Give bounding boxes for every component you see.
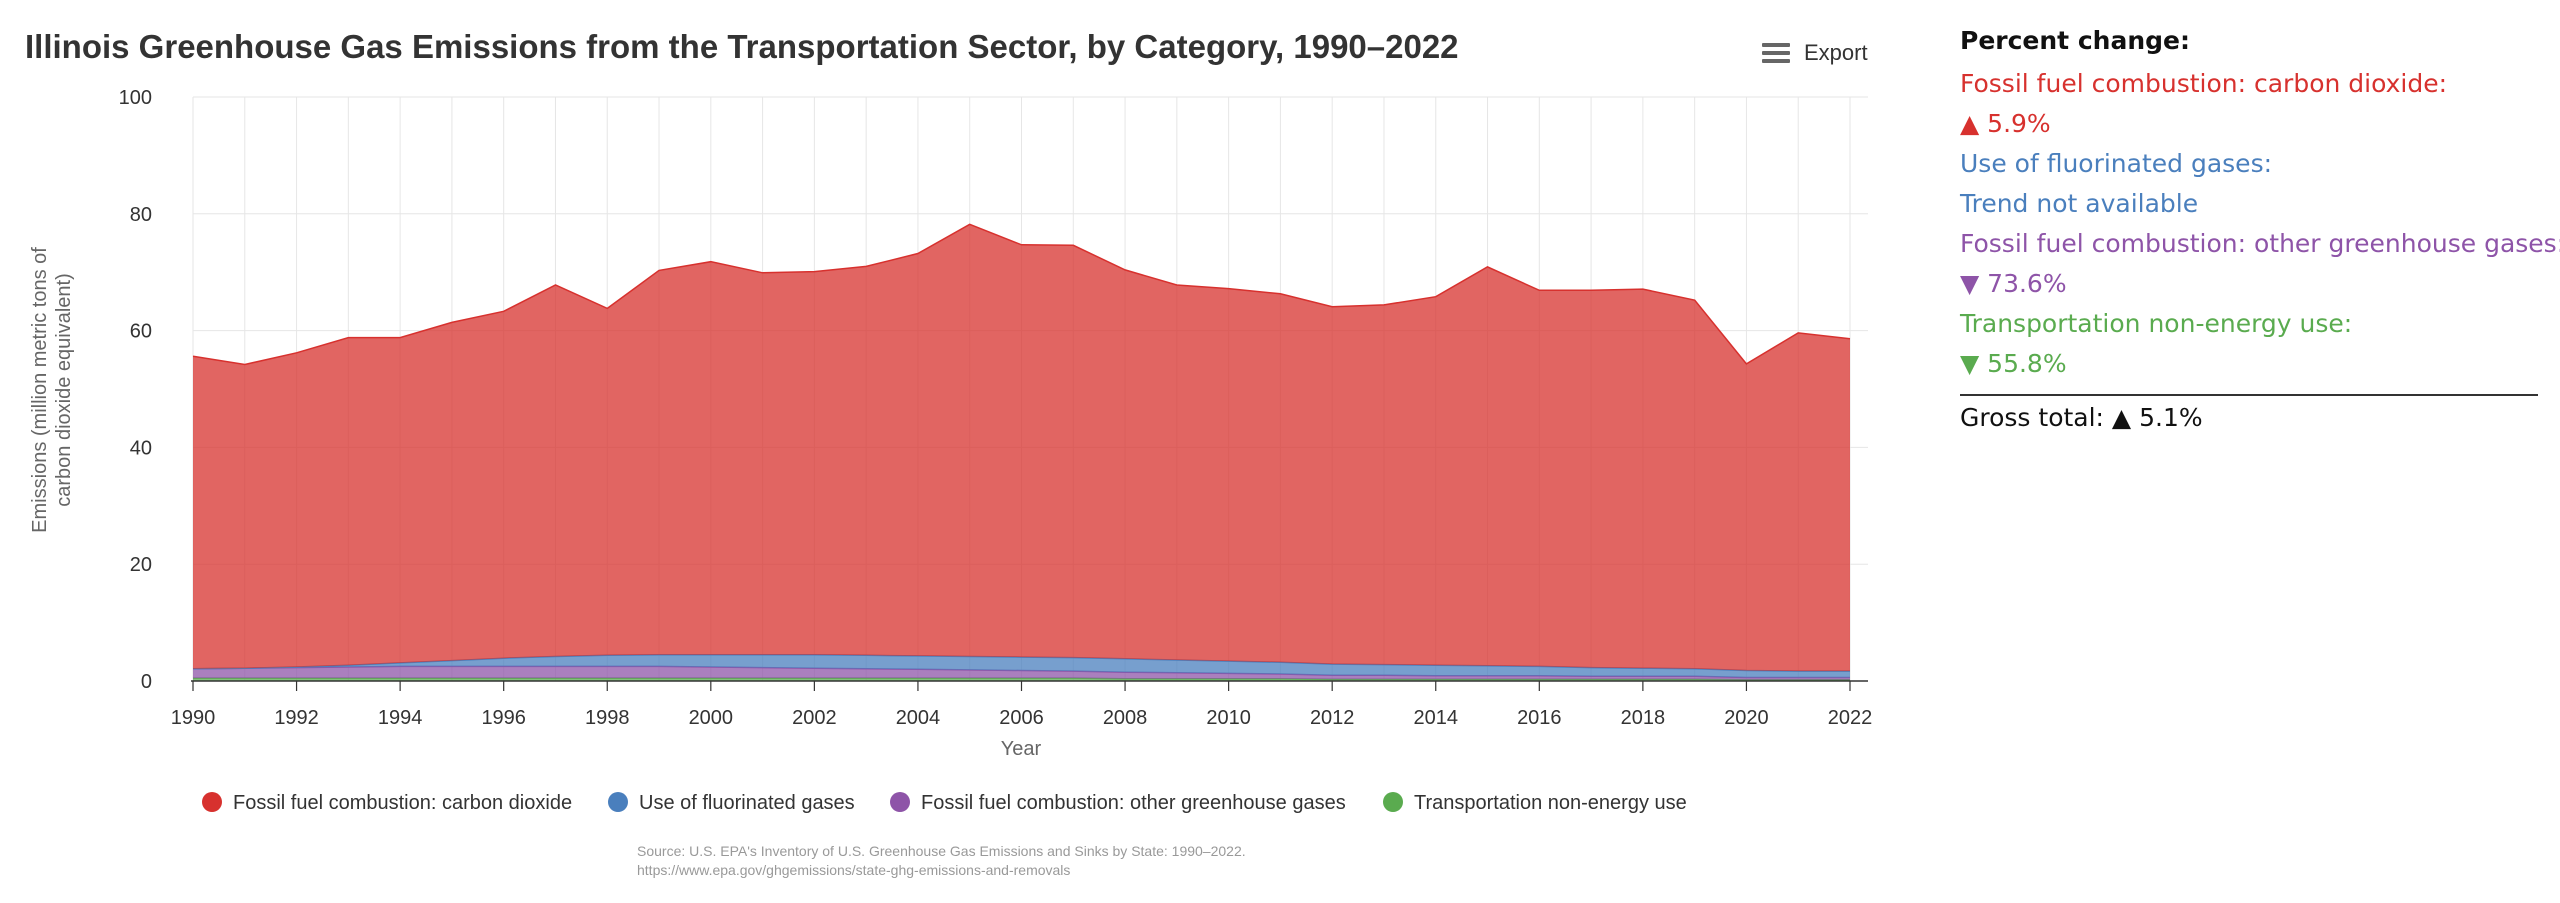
x-tick-label: 2004 xyxy=(896,707,941,729)
y-tick-label: 0 xyxy=(141,671,152,693)
percent-change-list: Fossil fuel combustion: carbon dioxide: ▲… xyxy=(1960,64,2560,384)
y-tick-label: 100 xyxy=(119,87,152,109)
legend-label: Fossil fuel combustion: carbon dioxide xyxy=(233,792,572,814)
percent-change-panel: Percent change: Fossil fuel combustion: … xyxy=(1960,24,2560,438)
x-tick-label: 2010 xyxy=(1206,707,1251,729)
legend-marker xyxy=(202,792,222,812)
x-tick-label: 1992 xyxy=(274,707,319,729)
x-tick-label: 2008 xyxy=(1103,707,1148,729)
x-tick-label: 2020 xyxy=(1724,707,1769,729)
x-tick-label: 2018 xyxy=(1621,707,1666,729)
legend-marker xyxy=(890,792,910,812)
y-tick-label: 80 xyxy=(130,204,152,226)
x-tick-label: 1990 xyxy=(171,707,216,729)
x-tick-label: 2016 xyxy=(1517,707,1562,729)
x-tick-label: 1996 xyxy=(481,707,526,729)
area-series xyxy=(193,654,1850,678)
legend-label: Fossil fuel combustion: other greenhouse… xyxy=(921,792,1346,814)
divider xyxy=(1960,394,2538,396)
x-tick-label: 2000 xyxy=(689,707,734,729)
percent-change-label: Transportation non-energy use: xyxy=(1960,309,2353,338)
source-line: Source: U.S. EPA's Inventory of U.S. Gre… xyxy=(637,843,1246,859)
area-series xyxy=(193,666,1850,680)
y-axis-title: Emissions (million metric tons of carbon … xyxy=(29,247,75,533)
percent-change-value: ▲ 5.9% xyxy=(1960,109,2051,138)
x-tick-label: 2002 xyxy=(792,707,837,729)
percent-change-value: ▼ 55.8% xyxy=(1960,349,2067,378)
percent-change-title: Percent change: xyxy=(1960,26,2190,55)
legend-label: Use of fluorinated gases xyxy=(639,792,855,814)
series-line xyxy=(192,223,1851,366)
y-tick-label: 60 xyxy=(130,321,152,343)
y-tick-label: 20 xyxy=(130,554,152,576)
x-tick-label: 1994 xyxy=(378,707,423,729)
source-note: Source: U.S. EPA's Inventory of U.S. Gre… xyxy=(637,842,1246,880)
y-tick-label: 40 xyxy=(130,437,152,459)
gross-total: Gross total: ▲ 5.1% xyxy=(1960,403,2203,432)
y-axis-title-line: carbon dioxide equivalent) xyxy=(53,273,75,507)
percent-change-value: Trend not available xyxy=(1960,189,2199,218)
percent-change-value: ▼ 73.6% xyxy=(1960,269,2067,298)
percent-change-label: Fossil fuel combustion: other greenhouse… xyxy=(1960,229,2560,258)
x-tick-label: 2014 xyxy=(1414,707,1459,729)
chart-title: Illinois Greenhouse Gas Emissions from t… xyxy=(25,28,1459,65)
x-axis-title: Year xyxy=(1001,738,1042,760)
x-tick-label: 1998 xyxy=(585,707,630,729)
x-tick-label: 2006 xyxy=(999,707,1044,729)
legend-label: Transportation non-energy use xyxy=(1414,792,1687,814)
x-tick-label: 2022 xyxy=(1828,707,1873,729)
percent-change-label: Use of fluorinated gases: xyxy=(1960,149,2273,178)
percent-change-label: Fossil fuel combustion: carbon dioxide: xyxy=(1960,69,2448,98)
source-url: https://www.epa.gov/ghgemissions/state-g… xyxy=(637,862,1071,878)
x-tick-label: 2012 xyxy=(1310,707,1355,729)
legend-marker xyxy=(608,792,628,812)
y-axis-title-line: Emissions (million metric tons of xyxy=(29,247,51,533)
area-chart: 0 20 40 60 80 100 1990 1992 1994 1996 1998 2000 2002… xyxy=(29,87,1873,814)
legend-marker xyxy=(1383,792,1403,812)
menu-icon xyxy=(1762,41,1792,65)
export-button[interactable]: Export xyxy=(1762,36,1868,70)
chart-container: Illinois Greenhouse Gas Emissions from t… xyxy=(25,28,1873,880)
export-label: Export xyxy=(1804,40,1868,65)
area-series xyxy=(193,224,1850,672)
